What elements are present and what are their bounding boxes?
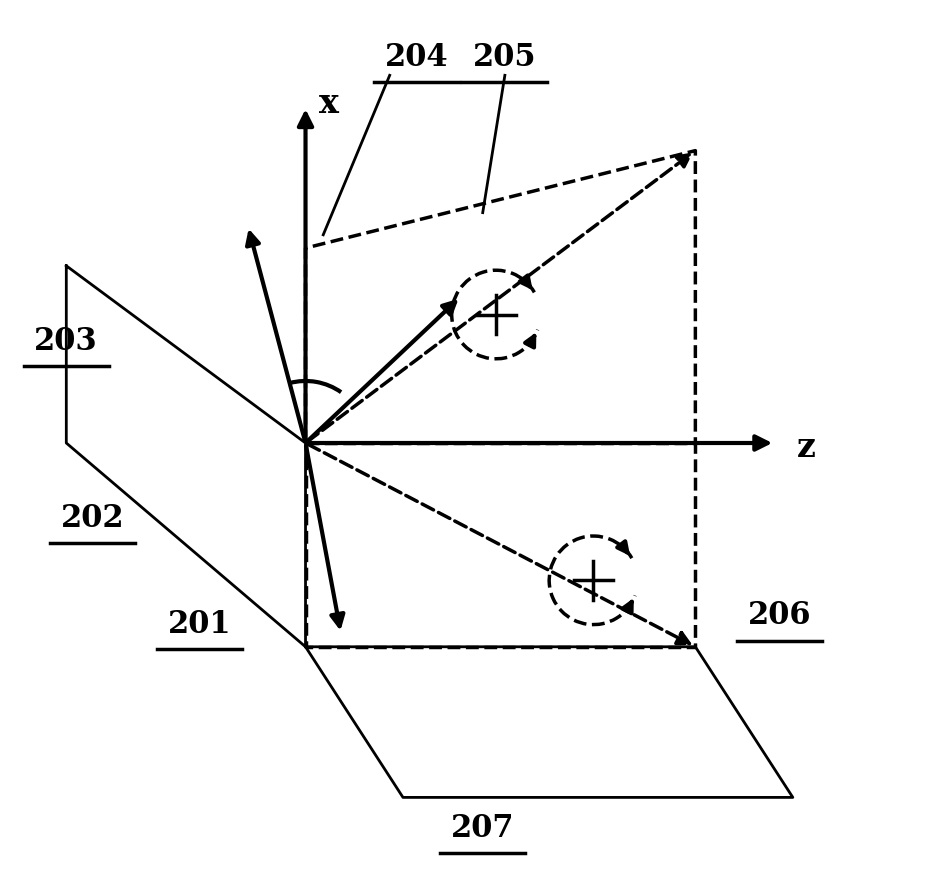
Text: z: z (797, 431, 817, 464)
Text: 204: 204 (384, 43, 448, 73)
Text: 203: 203 (34, 326, 99, 356)
Text: 206: 206 (748, 601, 811, 631)
Text: 205: 205 (473, 43, 537, 73)
Text: 207: 207 (451, 813, 514, 843)
Text: 202: 202 (61, 503, 125, 533)
Text: x: x (319, 87, 339, 120)
Text: 201: 201 (167, 610, 231, 640)
